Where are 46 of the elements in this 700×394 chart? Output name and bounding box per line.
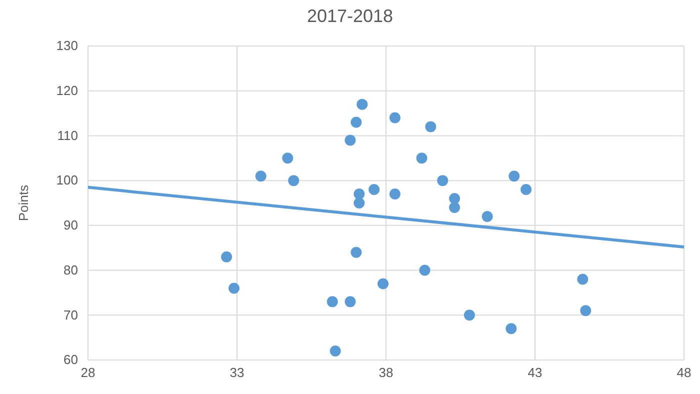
point [425,121,436,132]
point [416,152,428,164]
y-tick-label: 130 [56,38,78,54]
point [389,188,400,200]
point [288,175,300,186]
point [506,323,517,334]
point [449,193,460,204]
point [354,198,365,208]
point [228,282,240,294]
point [389,112,400,124]
point [221,251,232,262]
y-tick-label: 80 [64,262,78,278]
y-tick-label: 100 [56,172,78,188]
point [520,184,532,196]
x-tick-label: 43 [528,365,542,380]
point [419,264,430,276]
point [326,296,338,308]
point [378,278,389,290]
y-tick-label: 60 [64,352,78,368]
point [580,305,592,316]
point [344,296,356,308]
y-axis-title: Points [16,184,31,222]
point [255,170,266,182]
x-tick-label: 33 [230,365,244,380]
chart-title: 2017-2018 [306,6,394,26]
x-tick-label: 38 [378,365,394,380]
point [482,210,493,222]
x-tick-label: 48 [676,365,692,380]
point [356,98,368,110]
point [508,170,520,182]
point [368,184,380,196]
point [577,274,588,285]
y-tick-label: 90 [64,218,78,233]
point [354,188,365,200]
y-tick-label: 70 [64,307,78,322]
y-tick-label: 120 [56,83,78,98]
x-tick-label: 28 [80,365,96,380]
point [330,346,341,357]
y-tick-label: 110 [57,128,78,143]
point [350,116,362,128]
point [449,202,460,213]
point [464,310,475,321]
point [344,134,356,146]
point [350,246,362,258]
point [437,175,448,186]
point [282,152,294,164]
